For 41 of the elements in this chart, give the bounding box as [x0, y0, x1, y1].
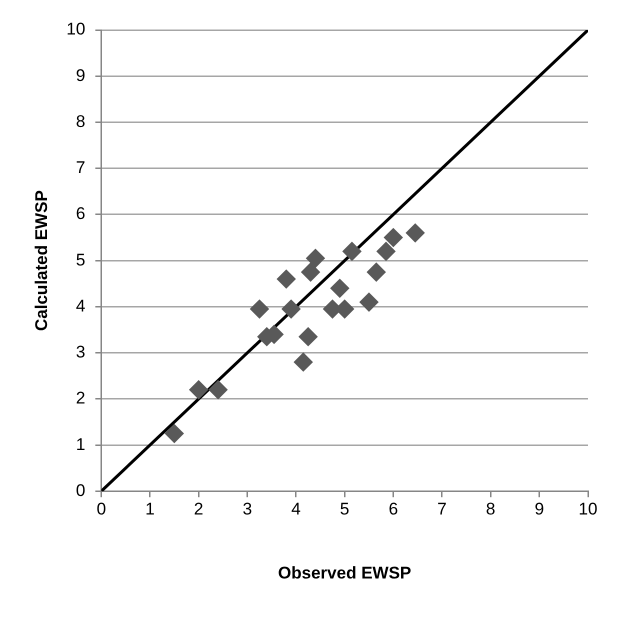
x-tick-label: 1 — [145, 499, 155, 518]
x-tick-label: 3 — [242, 499, 252, 518]
x-tick-label: 7 — [437, 499, 447, 518]
point — [208, 380, 228, 400]
point — [342, 242, 362, 261]
point — [294, 352, 313, 372]
x-tick-label: 8 — [486, 499, 496, 518]
point — [359, 292, 378, 312]
y-tick-label: 1 — [76, 434, 86, 454]
y-tick-label: 6 — [76, 204, 86, 224]
point — [282, 300, 301, 319]
y-tick-label: 7 — [76, 158, 86, 178]
point — [406, 223, 425, 242]
point — [276, 270, 296, 289]
y-axis-title: Calculated EWSP — [32, 190, 51, 331]
y-tick-label: 4 — [76, 296, 86, 316]
point — [301, 262, 320, 282]
x-axis-title: Observed EWSP — [278, 563, 412, 582]
x-tick-label: 5 — [340, 499, 350, 518]
point — [250, 300, 269, 319]
y-tick-label: 0 — [76, 480, 86, 500]
point — [376, 242, 396, 261]
x-tick-label: 6 — [388, 499, 398, 518]
y-tick-label: 3 — [76, 342, 86, 362]
point — [384, 228, 403, 248]
point — [306, 248, 325, 268]
y-tick-label: 5 — [76, 250, 86, 270]
y-tick-label: 9 — [76, 66, 86, 85]
point — [330, 278, 350, 298]
y-tick-label: 8 — [76, 112, 86, 131]
x-tick-label: 0 — [96, 499, 106, 518]
point — [298, 327, 318, 346]
point — [189, 380, 208, 400]
point — [164, 424, 184, 444]
x-tick-label: 4 — [291, 499, 301, 518]
x-tick-label: 2 — [194, 499, 204, 518]
x-tick-label: 9 — [534, 499, 544, 518]
y-tick-label: 10 — [66, 20, 86, 39]
y-tick-label: 2 — [76, 388, 86, 408]
point — [366, 262, 386, 282]
x-tick-label: 10 — [578, 499, 598, 518]
